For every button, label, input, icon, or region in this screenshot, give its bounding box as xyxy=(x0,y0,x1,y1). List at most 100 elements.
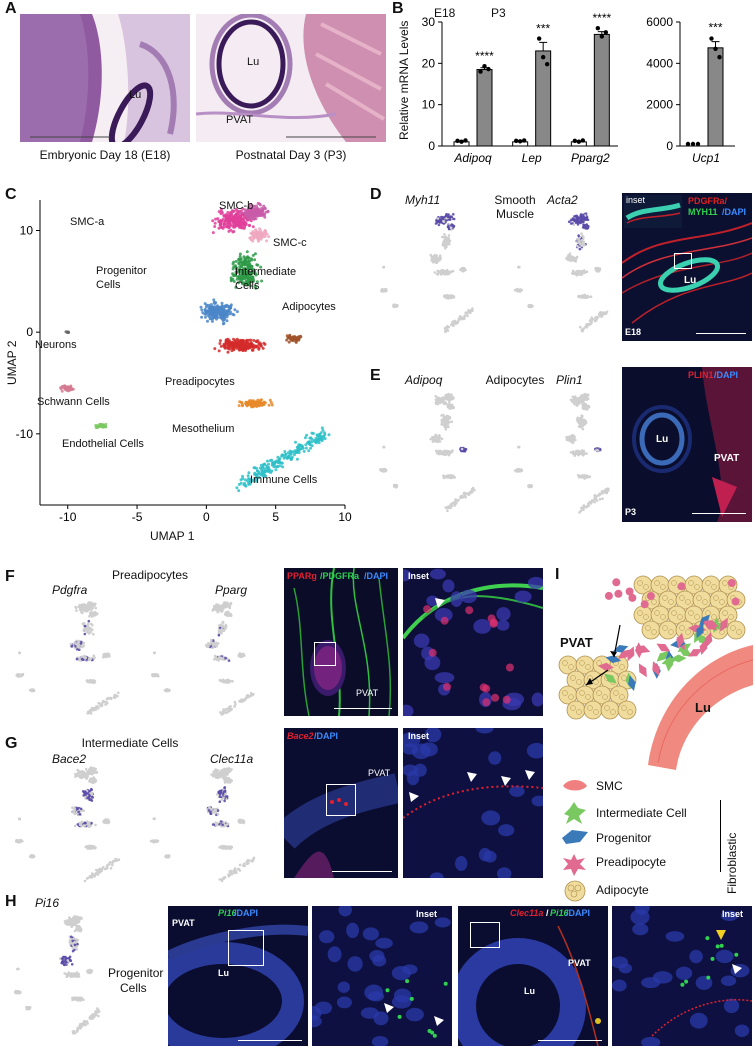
bar-category-label: Ucp1 xyxy=(692,151,720,165)
data-point xyxy=(463,138,468,143)
umap-point xyxy=(283,450,287,453)
data-point xyxy=(455,138,460,144)
inset-label-d: inset xyxy=(626,195,646,205)
cell-point xyxy=(582,449,586,453)
muscle-label: Muscle xyxy=(495,207,534,221)
stain-dapi-d: /DAPI xyxy=(722,207,747,217)
cell-point xyxy=(570,440,573,444)
umap-point xyxy=(243,223,247,227)
umap-label-smca: SMC-a xyxy=(70,216,105,228)
histology-p3-drawing xyxy=(196,14,386,142)
cell-point xyxy=(90,602,94,605)
data-point xyxy=(486,66,491,72)
cell-point xyxy=(449,270,453,274)
cell-point xyxy=(218,624,221,628)
umap-point xyxy=(251,225,255,229)
umap-point xyxy=(213,302,217,305)
cell-point xyxy=(444,428,448,431)
bar-ytick-label: 30 xyxy=(422,15,436,29)
umap-point xyxy=(231,312,235,316)
data-point xyxy=(709,36,714,41)
umap-point xyxy=(254,403,258,407)
scale-bar-d xyxy=(696,333,746,334)
cell-point xyxy=(434,435,437,439)
umap-point xyxy=(252,346,256,350)
cell-point xyxy=(579,423,583,426)
umap-point xyxy=(254,345,258,349)
cell-point xyxy=(74,642,78,646)
cell-point xyxy=(89,710,92,714)
umap-point xyxy=(253,213,257,217)
umap-point xyxy=(237,276,241,280)
cell-point xyxy=(468,491,472,495)
cell-point xyxy=(431,255,435,258)
umap-point xyxy=(287,340,291,344)
umap-point xyxy=(248,217,251,221)
cell-point xyxy=(221,628,224,631)
umap-point xyxy=(218,223,222,227)
cell-point xyxy=(446,422,450,426)
cell-point xyxy=(571,395,575,399)
ucp1-ytick-label: 6000 xyxy=(646,15,673,29)
cell-point xyxy=(94,707,97,711)
umap-point xyxy=(250,207,254,211)
umap-point xyxy=(319,437,323,441)
stain-myh11-d: MYH11 xyxy=(688,207,718,217)
cell-point xyxy=(431,260,435,264)
umap-point xyxy=(256,208,260,212)
featureplot-plin1 xyxy=(513,392,610,514)
cell-point xyxy=(443,295,447,299)
umap-point xyxy=(246,266,250,270)
pvat-label-e: PVAT xyxy=(714,453,740,464)
umap-point xyxy=(232,215,236,219)
umap-point xyxy=(253,252,257,256)
cell-point xyxy=(91,680,94,684)
umap-point xyxy=(225,225,229,229)
cell-point xyxy=(436,217,440,220)
cell-point xyxy=(433,271,437,274)
cell-point xyxy=(462,316,466,319)
cell-point xyxy=(92,613,96,616)
cell-point xyxy=(87,605,90,609)
cell-point xyxy=(447,326,451,329)
expressing-cell xyxy=(452,217,456,221)
umap-point xyxy=(270,403,274,407)
umap-point xyxy=(294,440,297,444)
cell-point xyxy=(114,693,117,697)
cell-point xyxy=(469,309,473,312)
cell-point xyxy=(439,449,442,453)
data-point xyxy=(482,64,487,69)
cell-point xyxy=(84,603,87,607)
umap-label-neurons: Neurons xyxy=(35,339,77,351)
cell-point xyxy=(113,696,117,699)
expressing-cell xyxy=(77,648,81,651)
umap-point xyxy=(247,259,251,263)
cell-point xyxy=(445,296,449,300)
umap-point xyxy=(209,303,213,306)
cell-point xyxy=(576,416,579,420)
cell-point xyxy=(97,701,100,705)
umap-point xyxy=(266,466,269,470)
cell-point xyxy=(581,427,585,431)
umap-point xyxy=(211,231,215,235)
umap-point xyxy=(219,221,223,225)
umap-point xyxy=(256,398,260,402)
cell-point xyxy=(447,234,451,237)
cell-point xyxy=(445,414,449,418)
cell-point xyxy=(444,329,448,333)
cell-point xyxy=(586,295,589,298)
umap-point xyxy=(248,208,251,212)
cell-point xyxy=(580,415,584,419)
cell-point xyxy=(83,628,87,631)
cell-point xyxy=(444,245,447,248)
umap-point xyxy=(247,277,251,281)
umap-point xyxy=(232,280,236,283)
cell-point xyxy=(580,239,583,242)
umap-point xyxy=(261,233,265,237)
bar-ytick-label: 10 xyxy=(422,98,436,112)
umap-point xyxy=(319,431,323,435)
umap-point xyxy=(304,446,308,450)
umap-point xyxy=(213,225,217,228)
cell-point xyxy=(86,626,89,629)
cell-point xyxy=(454,322,457,325)
